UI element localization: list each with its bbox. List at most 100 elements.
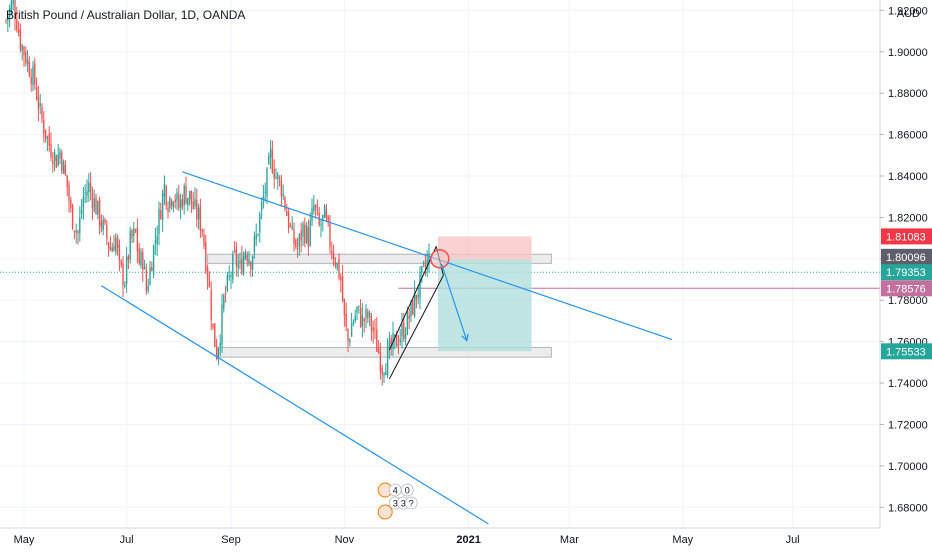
candle-body xyxy=(347,329,349,342)
candle xyxy=(368,310,371,327)
entry-circle[interactable] xyxy=(430,249,450,269)
candle-body xyxy=(208,281,211,287)
candle-body xyxy=(106,225,108,239)
candle-body xyxy=(59,151,61,159)
flag-icon[interactable] xyxy=(377,504,393,520)
candle-body xyxy=(419,272,421,299)
candle xyxy=(242,251,245,276)
candle-body xyxy=(109,247,112,250)
candle xyxy=(221,293,223,353)
candle xyxy=(223,293,225,313)
price-label-gray[interactable]: 1.80096 xyxy=(881,248,932,265)
candle-body xyxy=(408,315,410,319)
candle-body xyxy=(120,260,122,266)
candle-body xyxy=(305,225,308,243)
lower-trendline[interactable] xyxy=(101,285,489,525)
candle-body xyxy=(138,248,140,265)
candle xyxy=(208,271,211,288)
candle-body xyxy=(349,340,351,343)
projection-arrow-head[interactable] xyxy=(461,333,469,342)
price-label-pink[interactable]: 1.78576 xyxy=(881,280,932,297)
candle xyxy=(116,234,119,256)
candle xyxy=(239,252,241,270)
candle xyxy=(190,190,193,214)
candle xyxy=(66,175,68,197)
candle xyxy=(359,299,362,328)
candle xyxy=(345,302,347,332)
candle xyxy=(304,217,306,248)
candle-body xyxy=(151,267,153,272)
candle xyxy=(106,220,108,245)
event-badges[interactable]: 4 03 3? xyxy=(377,482,418,520)
candle xyxy=(46,135,49,152)
candle-body xyxy=(172,202,175,208)
candle xyxy=(287,207,290,234)
price-tick-label: 1.90000 xyxy=(888,47,928,59)
candle-body xyxy=(187,197,189,206)
upper-trendline[interactable] xyxy=(182,171,673,341)
candle-body xyxy=(226,274,229,290)
candle xyxy=(262,184,265,209)
candle xyxy=(131,228,133,243)
price-label-green[interactable]: 1.75533 xyxy=(881,343,932,360)
candle xyxy=(421,265,423,284)
candle-body xyxy=(350,324,353,337)
candle xyxy=(399,329,401,346)
candle-body xyxy=(66,175,68,187)
candle-body xyxy=(228,275,230,277)
candle xyxy=(14,0,16,31)
candle-body xyxy=(134,229,137,232)
candle xyxy=(187,197,189,212)
candle xyxy=(376,317,378,352)
candle xyxy=(302,221,304,247)
channel-lower-line[interactable] xyxy=(388,275,444,380)
candle-body xyxy=(237,264,239,268)
candle-body xyxy=(167,207,169,212)
candle xyxy=(201,228,203,238)
candle xyxy=(107,241,110,257)
candle xyxy=(136,218,139,263)
candle xyxy=(21,43,23,61)
candle-body xyxy=(224,293,227,295)
resistance-zone[interactable] xyxy=(207,253,552,264)
candle-body xyxy=(300,230,302,241)
candle xyxy=(417,284,419,305)
candle xyxy=(323,204,326,218)
candle-body xyxy=(136,227,139,252)
candle xyxy=(102,215,104,236)
candle-body xyxy=(421,266,423,273)
price-axis[interactable]: 1.680001.700001.720001.740001.760001.780… xyxy=(879,0,932,550)
candle-body xyxy=(219,342,221,348)
candle-body xyxy=(170,200,173,206)
candle-body xyxy=(233,250,236,252)
projection-arrow-shaft[interactable] xyxy=(441,263,468,341)
candle xyxy=(39,93,41,115)
candle-body xyxy=(289,225,292,227)
candle-body xyxy=(185,185,187,204)
candle xyxy=(212,323,214,330)
time-tick-label: Sep xyxy=(221,534,241,546)
candle-body xyxy=(156,236,158,244)
candle xyxy=(145,263,148,295)
candle xyxy=(250,260,252,277)
stop-loss-area[interactable] xyxy=(438,236,532,260)
drawings-layer[interactable] xyxy=(101,171,673,525)
price-label-red[interactable]: 1.81083 xyxy=(881,228,932,245)
candle-body xyxy=(377,348,380,354)
candle xyxy=(95,193,97,215)
time-axis[interactable]: May Jul Sep Nov 2021 Mar May Jul xyxy=(0,527,932,550)
take-profit-area[interactable] xyxy=(438,259,532,352)
candle-body xyxy=(163,183,166,197)
event-badge[interactable] xyxy=(404,496,418,510)
candle-body xyxy=(217,347,220,360)
candle-body xyxy=(88,182,90,193)
channel-upper-line[interactable] xyxy=(388,246,437,351)
candle-body xyxy=(223,295,225,309)
candle xyxy=(246,251,248,267)
price-label-green[interactable]: 1.79353 xyxy=(881,264,932,281)
event-badge[interactable] xyxy=(400,483,414,497)
candle xyxy=(122,255,124,298)
price-label-text: 1.79353 xyxy=(886,267,926,279)
candle-body xyxy=(397,344,400,346)
